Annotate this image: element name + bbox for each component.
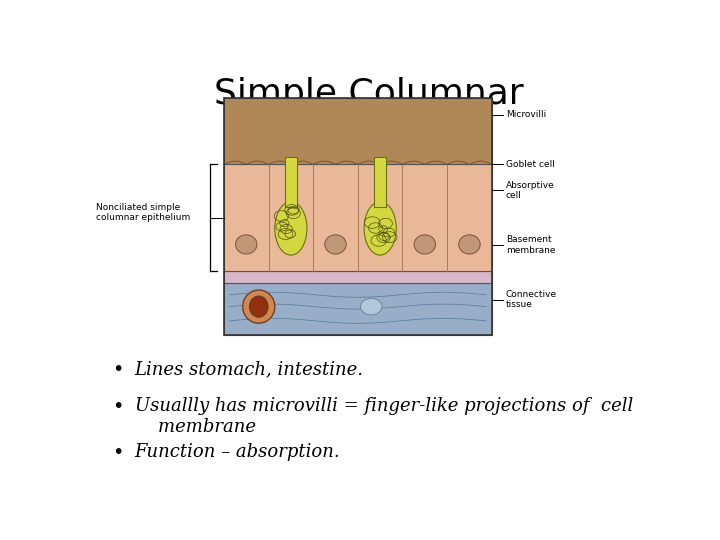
Ellipse shape	[235, 235, 257, 254]
Text: Absorptive
cell: Absorptive cell	[505, 181, 554, 200]
FancyBboxPatch shape	[224, 283, 492, 335]
Text: Connective
tissue: Connective tissue	[505, 290, 557, 309]
FancyBboxPatch shape	[224, 98, 492, 164]
Text: •: •	[112, 360, 124, 379]
Ellipse shape	[364, 202, 396, 255]
FancyBboxPatch shape	[224, 164, 492, 271]
FancyBboxPatch shape	[224, 271, 492, 283]
Ellipse shape	[459, 235, 480, 254]
FancyBboxPatch shape	[285, 157, 297, 207]
Text: Lines stomach, intestine.: Lines stomach, intestine.	[135, 360, 364, 378]
Ellipse shape	[275, 202, 307, 255]
Text: Microvilli: Microvilli	[505, 110, 546, 119]
FancyBboxPatch shape	[374, 157, 386, 207]
Ellipse shape	[414, 235, 436, 254]
Text: Goblet cell: Goblet cell	[505, 160, 554, 169]
Text: Usuallly has microvilli = finger-like projections of  cell
    membrane: Usuallly has microvilli = finger-like pr…	[135, 397, 633, 436]
Text: •: •	[112, 397, 124, 416]
Text: •: •	[112, 443, 124, 462]
Ellipse shape	[325, 235, 346, 254]
Text: Function – absorption.: Function – absorption.	[135, 443, 341, 461]
Text: Basement
membrane: Basement membrane	[505, 235, 555, 255]
Ellipse shape	[361, 298, 382, 315]
Ellipse shape	[243, 290, 275, 323]
Ellipse shape	[249, 296, 268, 318]
Text: Simple Columnar: Simple Columnar	[214, 77, 524, 111]
Text: Nonciliated simple
columnar epithelium: Nonciliated simple columnar epithelium	[96, 202, 190, 222]
